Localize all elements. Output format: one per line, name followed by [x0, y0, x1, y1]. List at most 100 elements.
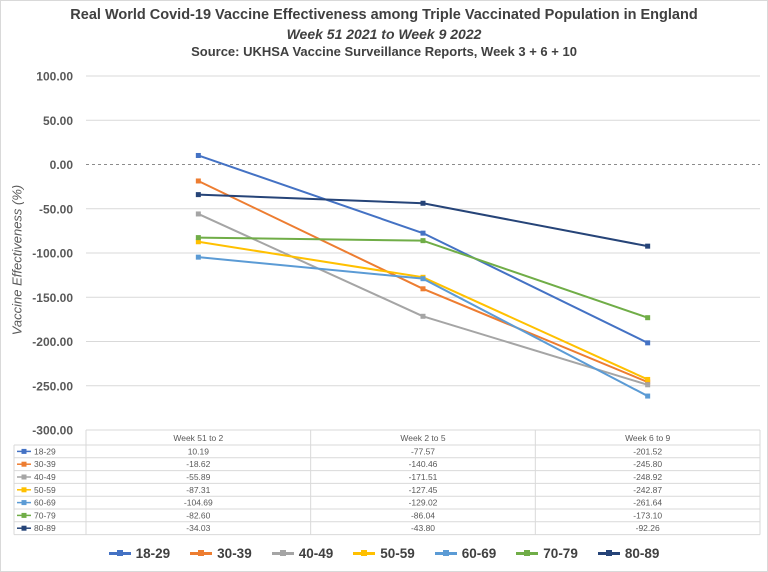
y-tick-label: -150.00 — [32, 291, 73, 305]
y-tick-label: -100.00 — [32, 247, 73, 261]
data-point-60-69 — [195, 254, 201, 260]
table-value: -129.02 — [409, 498, 438, 508]
table-legend-key-marker — [21, 487, 27, 493]
series-line-30-39 — [197, 180, 649, 383]
table-value: -86.04 — [411, 510, 435, 520]
y-tick-label: -250.00 — [32, 379, 73, 393]
table-value: -104.69 — [184, 498, 213, 508]
legend-label: 70-79 — [543, 546, 578, 561]
table-value: -171.51 — [409, 472, 438, 482]
legend-marker — [361, 550, 368, 556]
table-series-name: 50-59 — [34, 485, 56, 495]
chart-source: Source: UKHSA Vaccine Surveillance Repor… — [191, 44, 577, 59]
data-point-80-89 — [420, 200, 426, 206]
table-series-name: 18-29 — [34, 446, 56, 456]
table-series-name: 70-79 — [34, 510, 56, 520]
data-point-18-29 — [420, 230, 426, 236]
data-point-40-49 — [195, 211, 201, 217]
data-point-80-89 — [645, 243, 651, 249]
table-value: -242.87 — [633, 485, 662, 495]
legend-item: 40-49 — [271, 546, 333, 561]
table-value: -55.89 — [186, 472, 210, 482]
table-value: -87.31 — [186, 485, 210, 495]
legend-item: 70-79 — [516, 546, 578, 561]
legend-item: 30-39 — [190, 546, 252, 561]
data-point-70-79 — [195, 235, 201, 241]
legend-item: 50-59 — [353, 546, 415, 561]
legend-marker — [279, 550, 286, 556]
table-series-name: 60-69 — [34, 498, 56, 508]
table-value: -201.52 — [633, 446, 662, 456]
legend-item: 60-69 — [434, 546, 497, 561]
legend-swatch — [434, 550, 457, 556]
data-point-40-49 — [645, 382, 651, 388]
table-value: -82.60 — [186, 510, 210, 520]
data-point-30-39 — [645, 379, 651, 385]
data-point-30-39 — [420, 286, 426, 292]
table-series-name: 80-89 — [34, 523, 56, 533]
legend-label: 80-89 — [624, 546, 660, 561]
chart-subtitle: Week 51 2021 to Week 9 2022 — [286, 26, 482, 42]
legend-marker — [605, 550, 612, 556]
table-legend-key-marker — [21, 500, 27, 506]
legend-marker — [442, 550, 449, 556]
table-series-name: 40-49 — [34, 472, 56, 482]
legend-label: 18-29 — [135, 546, 171, 561]
table-legend-key-marker — [21, 461, 27, 467]
legend-label: 50-59 — [380, 546, 415, 561]
chart-title: Real World Covid-19 Vaccine Effectivenes… — [70, 7, 698, 23]
table-value: -92.26 — [636, 523, 660, 533]
data-point-40-49 — [420, 313, 426, 319]
table-value: -245.80 — [633, 459, 662, 469]
table-value: -43.80 — [411, 523, 435, 533]
data-point-50-59 — [195, 239, 201, 245]
legend-label: 60-69 — [461, 546, 497, 561]
table-legend-key-marker — [21, 474, 27, 480]
table-value: -77.57 — [411, 446, 435, 456]
data-point-80-89 — [195, 192, 201, 198]
table-value: -261.64 — [633, 498, 662, 508]
legend-swatch — [271, 550, 294, 556]
table-legend-key-marker — [21, 448, 27, 454]
table-series-name: 30-39 — [34, 459, 56, 469]
table-value: -34.03 — [186, 523, 210, 533]
legend-swatch — [516, 550, 539, 556]
legend-marker — [198, 550, 205, 556]
legend-swatch — [190, 550, 213, 556]
x-category-label: Week 2 to 5 — [400, 433, 445, 443]
data-point-70-79 — [645, 315, 651, 321]
x-category-label: Week 6 to 9 — [625, 433, 670, 443]
table-value: -18.62 — [186, 459, 210, 469]
legend-item: 18-29 — [108, 546, 171, 561]
legend: 18-29 30-39 40-49 50-59 60-69 70-79 80-89 — [0, 546, 768, 561]
table-value: -140.46 — [409, 459, 438, 469]
table-legend-key-marker — [21, 512, 27, 518]
legend-marker — [524, 550, 531, 556]
data-point-50-59 — [645, 376, 651, 382]
data-point-30-39 — [195, 178, 201, 184]
x-category-label: Week 51 to 2 — [173, 433, 223, 443]
data-point-18-29 — [195, 152, 201, 158]
data-point-70-79 — [420, 238, 426, 244]
data-point-18-29 — [645, 340, 651, 346]
legend-swatch — [353, 550, 376, 556]
table-value: -248.92 — [633, 472, 662, 482]
y-tick-label: -200.00 — [32, 335, 73, 349]
y-tick-label: -50.00 — [39, 202, 73, 216]
table-value: -127.45 — [409, 485, 438, 495]
y-tick-label: 50.00 — [43, 114, 73, 128]
data-point-60-69 — [645, 393, 651, 399]
legend-swatch — [597, 550, 620, 556]
data-point-60-69 — [420, 276, 426, 282]
y-tick-label: -300.00 — [32, 424, 73, 438]
legend-item: 80-89 — [597, 546, 660, 561]
table-value: -173.10 — [633, 510, 662, 520]
legend-label: 30-39 — [217, 546, 252, 561]
table-value: 10.19 — [188, 446, 210, 456]
legend-swatch — [108, 550, 131, 556]
y-tick-label: 100.00 — [36, 70, 73, 84]
table-legend-key-marker — [21, 525, 27, 531]
y-tick-label: 0.00 — [50, 158, 74, 172]
legend-marker — [116, 550, 123, 556]
